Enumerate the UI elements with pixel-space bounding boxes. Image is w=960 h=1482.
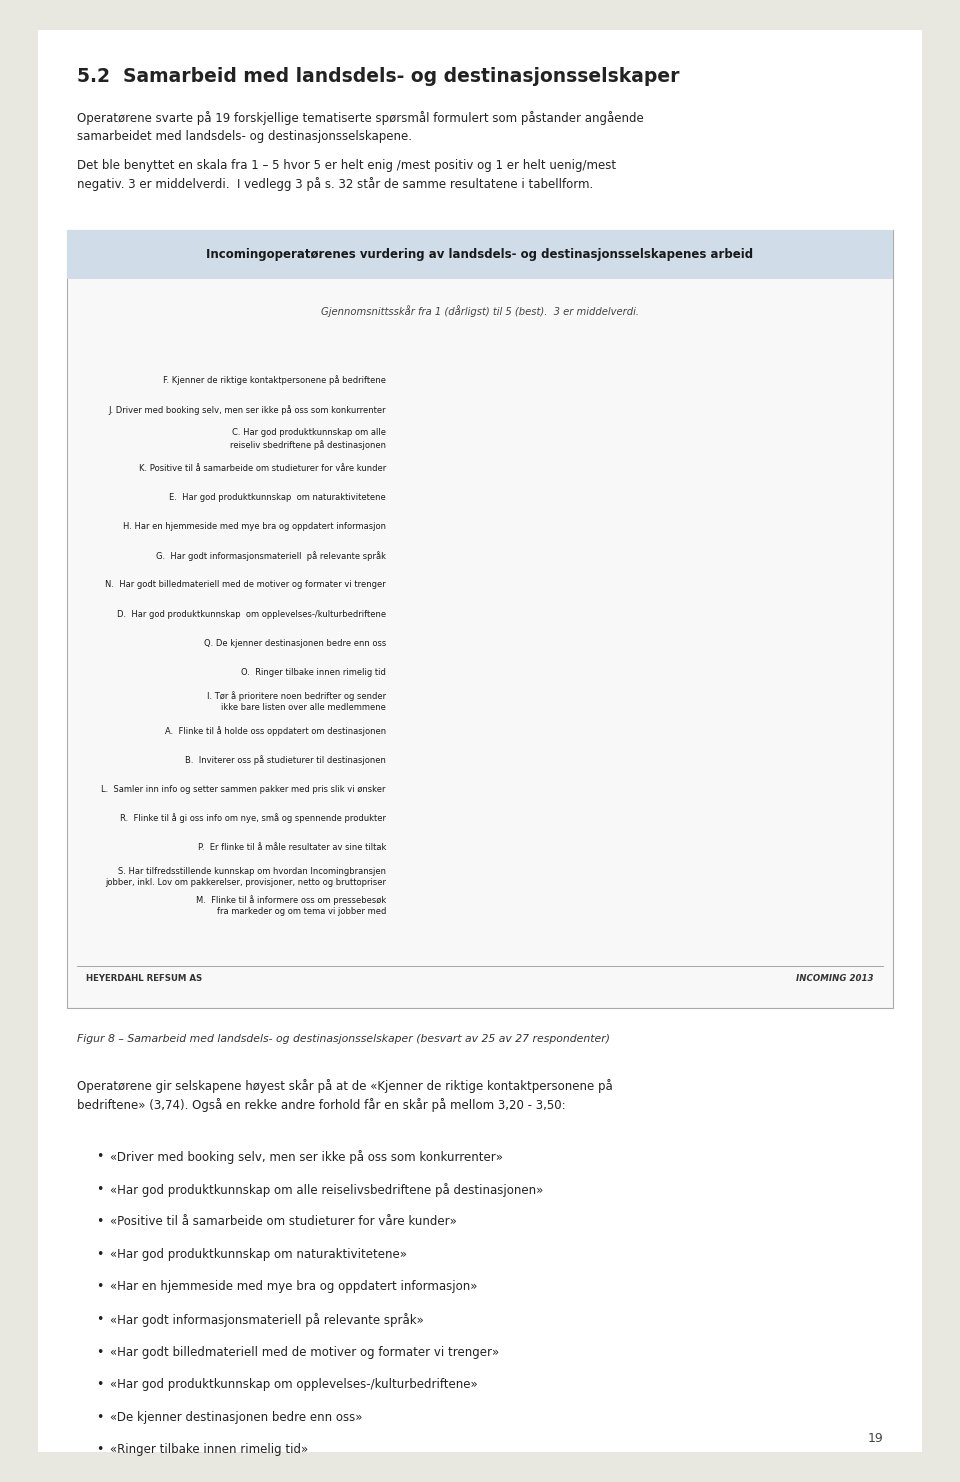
Text: «Positive til å samarbeide om studieturer for våre kunder»: «Positive til å samarbeide om studieture… <box>110 1215 457 1229</box>
Text: Det ble benyttet en skala fra 1 – 5 hvor 5 er helt enig /mest positiv og 1 er he: Det ble benyttet en skala fra 1 – 5 hvor… <box>77 159 616 191</box>
Text: •: • <box>96 1150 104 1163</box>
Bar <box>394 723 588 738</box>
Text: O.  Ringer tilbake innen rimelig tid: O. Ringer tilbake innen rimelig tid <box>241 668 386 677</box>
Text: N.  Har godt billedmateriell med de motiver og formater vi trenger: N. Har godt billedmateriell med de motiv… <box>106 581 386 590</box>
Text: Incomingoperatørenes vurdering av landsdels- og destinasjonsselskapenes arbeid: Incomingoperatørenes vurdering av landsd… <box>206 247 754 261</box>
Text: I. Tør å prioritere noen bedrifter og sender
ikke bare listen over alle medlemme: I. Tør å prioritere noen bedrifter og se… <box>206 691 386 711</box>
Text: 3,38: 3,38 <box>668 609 692 619</box>
Text: G.  Har godt informasjonsmateriell  på relevante språk: G. Har godt informasjonsmateriell på rel… <box>156 551 386 560</box>
Text: •: • <box>96 1313 104 1326</box>
Text: •: • <box>96 1248 104 1261</box>
Text: 2,36: 2,36 <box>553 871 577 882</box>
Text: M.  Flinke til å informere oss om pressebesøk
fra markeder og om tema vi jobber : M. Flinke til å informere oss om presseb… <box>196 895 386 916</box>
Bar <box>394 694 592 710</box>
Text: •: • <box>96 1346 104 1359</box>
Text: «Har godt informasjonsmateriell på relevante språk»: «Har godt informasjonsmateriell på relev… <box>110 1313 424 1326</box>
Text: E.  Har god produktkunnskap  om naturaktivitetene: E. Har god produktkunnskap om naturaktiv… <box>169 494 386 502</box>
Text: «Driver med booking selv, men ser ikke på oss som konkurrenter»: «Driver med booking selv, men ser ikke p… <box>110 1150 503 1163</box>
Text: Gjennomsnittsskår fra 1 (dårligst) til 5 (best).  3 er middelverdi.: Gjennomsnittsskår fra 1 (dårligst) til 5… <box>321 305 639 317</box>
Bar <box>394 868 547 885</box>
Text: 3,50: 3,50 <box>682 405 706 415</box>
Text: C. Har god produktkunnskap om alle
reiseliv sbedriftene på destinasjonen: C. Har god produktkunnskap om alle reise… <box>230 428 386 449</box>
Text: •: • <box>96 1183 104 1196</box>
Text: J. Driver med booking selv, men ser ikke på oss som konkurrenter: J. Driver med booking selv, men ser ikke… <box>108 405 386 415</box>
Text: B.  Inviterer oss på studieturer til destinasjonen: B. Inviterer oss på studieturer til dest… <box>185 754 386 765</box>
Text: Operatørene svarte på 19 forskjellige tematiserte spørsmål formulert som påstand: Operatørene svarte på 19 forskjellige te… <box>77 111 643 144</box>
Text: «Har god produktkunnskap om opplevelses-/kulturbedriftene»: «Har god produktkunnskap om opplevelses-… <box>110 1378 478 1392</box>
Text: 3,42: 3,42 <box>672 522 696 532</box>
Text: P.  Er flinke til å måle resultater av sine tiltak: P. Er flinke til å måle resultater av si… <box>198 843 386 852</box>
Text: 3,74: 3,74 <box>708 375 732 385</box>
Text: F. Kjenner de riktige kontaktpersonene på bedriftene: F. Kjenner de riktige kontaktpersonene p… <box>163 375 386 385</box>
Text: Operatørene gir selskapene høyest skår på at de «Kjenner de riktige kontaktperso: Operatørene gir selskapene høyest skår p… <box>77 1079 612 1113</box>
Bar <box>394 839 549 855</box>
Text: 3,42: 3,42 <box>672 551 696 560</box>
Text: K. Positive til å samarbeide om studieturer for våre kunder: K. Positive til å samarbeide om studietu… <box>138 464 386 473</box>
Bar <box>394 664 642 680</box>
Text: 3,50: 3,50 <box>682 434 706 445</box>
Text: S. Har tilfredsstillende kunnskap om hvordan Incomingbransjen
jobber, inkl. Lov : S. Har tilfredsstillende kunnskap om hvo… <box>105 867 386 886</box>
Text: 2,38: 2,38 <box>555 842 579 852</box>
Text: Figur 8 – Samarbeid med landsdels- og destinasjonsselskaper (besvart av 25 av 27: Figur 8 – Samarbeid med landsdels- og de… <box>77 1034 610 1045</box>
Text: 3,20: 3,20 <box>647 667 671 677</box>
Bar <box>394 459 673 476</box>
Text: 3,41: 3,41 <box>671 579 695 590</box>
Bar <box>394 781 572 797</box>
Bar <box>394 636 651 651</box>
Text: 3,43: 3,43 <box>673 492 697 502</box>
Bar <box>394 548 666 563</box>
Bar <box>394 519 666 535</box>
Text: •: • <box>96 1443 104 1457</box>
Text: A.  Flinke til å holde oss oppdatert om destinasjonen: A. Flinke til å holde oss oppdatert om d… <box>165 726 386 735</box>
Text: 2,72: 2,72 <box>593 726 617 735</box>
Bar <box>394 576 665 593</box>
Text: 2,13: 2,13 <box>527 901 551 911</box>
Text: «Har god produktkunnskap om naturaktivitetene»: «Har god produktkunnskap om naturaktivit… <box>110 1248 407 1261</box>
Text: Q. De kjenner destinasjonen bedre enn oss: Q. De kjenner destinasjonen bedre enn os… <box>204 639 386 648</box>
Text: 2,76: 2,76 <box>598 697 622 707</box>
Text: «Har godt billedmateriell med de motiver og formater vi trenger»: «Har godt billedmateriell med de motiver… <box>110 1346 499 1359</box>
Text: 2,71: 2,71 <box>592 754 616 765</box>
Text: •: • <box>96 1280 104 1294</box>
Bar <box>394 431 676 448</box>
Text: «De kjenner destinasjonen bedre enn oss»: «De kjenner destinasjonen bedre enn oss» <box>110 1411 363 1424</box>
Bar <box>394 898 521 914</box>
Bar <box>394 372 703 388</box>
Text: «Har en hjemmeside med mye bra og oppdatert informasjon»: «Har en hjemmeside med mye bra og oppdat… <box>110 1280 478 1294</box>
Text: D.  Har god produktkunnskap  om opplevelses-/kulturbedriftene: D. Har god produktkunnskap om opplevelse… <box>117 609 386 618</box>
Text: 3,28: 3,28 <box>657 639 681 648</box>
Bar <box>394 402 676 418</box>
Text: «Ringer tilbake innen rimelig tid»: «Ringer tilbake innen rimelig tid» <box>110 1443 309 1457</box>
Text: •: • <box>96 1215 104 1229</box>
Text: 5.2  Samarbeid med landsdels- og destinasjonsselskaper: 5.2 Samarbeid med landsdels- og destinas… <box>77 67 680 86</box>
Text: R.  Flinke til å gi oss info om nye, små og spennende produkter: R. Flinke til å gi oss info om nye, små … <box>120 814 386 823</box>
Bar <box>394 751 587 768</box>
Bar <box>394 811 563 827</box>
Text: •: • <box>96 1411 104 1424</box>
Text: 2,58: 2,58 <box>578 784 602 794</box>
Text: 2,50: 2,50 <box>568 814 592 824</box>
Text: H. Har en hjemmeside med mye bra og oppdatert informasjon: H. Har en hjemmeside med mye bra og oppd… <box>123 522 386 531</box>
Text: •: • <box>96 1378 104 1392</box>
Bar <box>394 489 668 505</box>
Text: «Har god produktkunnskap om alle reiselivsbedriftene på destinasjonen»: «Har god produktkunnskap om alle reiseli… <box>110 1183 543 1196</box>
Text: L.  Samler inn info og setter sammen pakker med pris slik vi ønsker: L. Samler inn info og setter sammen pakk… <box>102 784 386 793</box>
Text: INCOMING 2013: INCOMING 2013 <box>796 974 874 983</box>
Text: HEYERDAHL REFSUM AS: HEYERDAHL REFSUM AS <box>86 974 203 983</box>
Text: 19: 19 <box>868 1432 883 1445</box>
Bar <box>394 606 662 622</box>
Text: 3,48: 3,48 <box>679 462 703 473</box>
